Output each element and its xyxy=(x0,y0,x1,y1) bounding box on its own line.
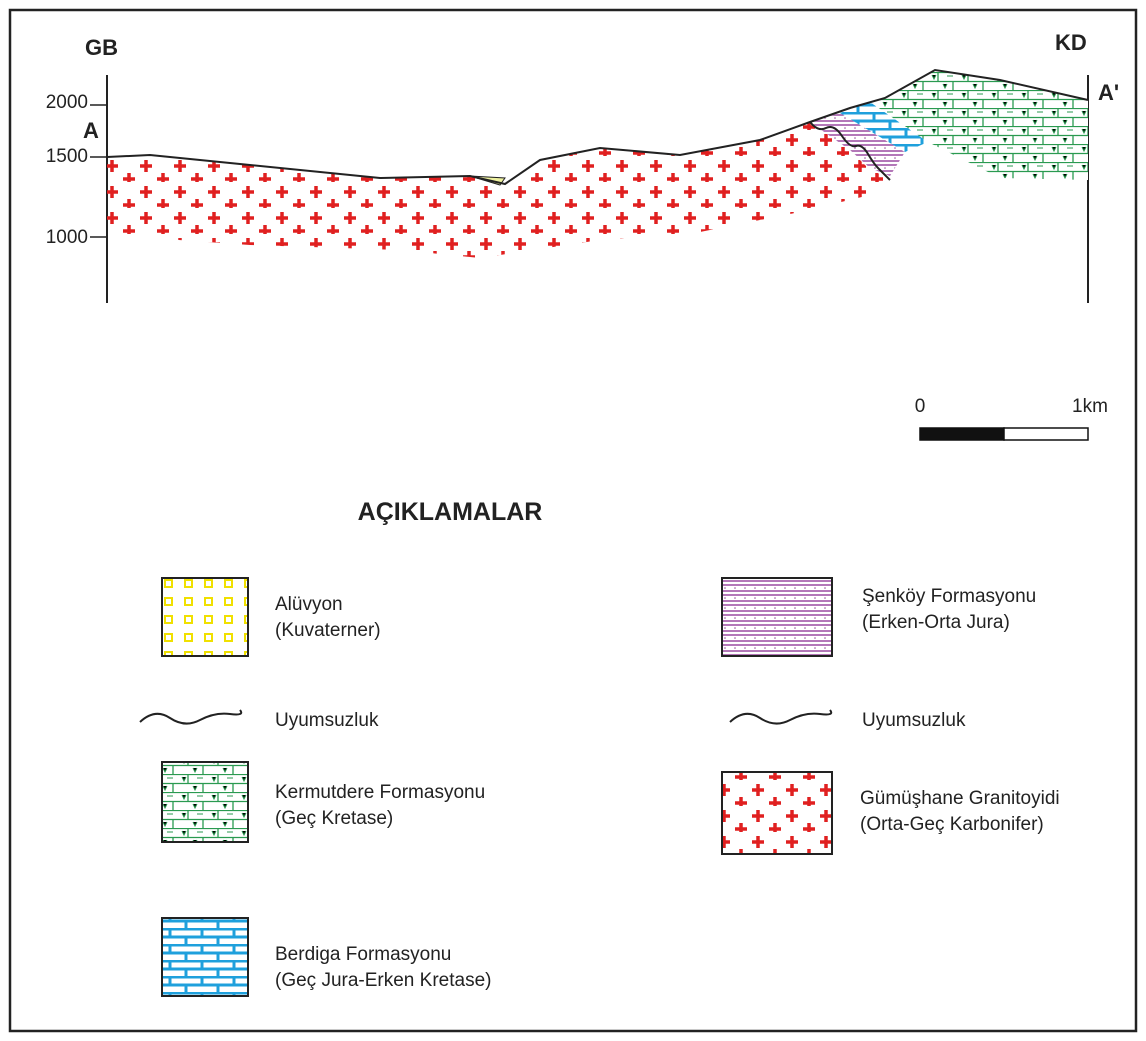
scale-bar xyxy=(1004,428,1088,440)
legend-label: Gümüşhane Granitoyidi xyxy=(860,788,1060,809)
legend-swatch xyxy=(162,918,248,996)
legend-swatch xyxy=(722,578,832,656)
scale-label: 0 xyxy=(915,396,926,417)
legend-swatch xyxy=(162,578,248,656)
legend-swatch xyxy=(730,710,831,724)
legend-swatch xyxy=(162,762,248,842)
legend-swatch xyxy=(722,772,832,854)
legend-title: AÇIKLAMALAR xyxy=(358,498,543,526)
direction-label: KD xyxy=(1055,30,1087,55)
direction-label: GB xyxy=(85,35,118,60)
granite-unit xyxy=(107,122,890,258)
legend-label: Şenköy Formasyonu xyxy=(862,586,1036,607)
elevation-label: 1500 xyxy=(46,146,88,167)
elevation-label: 1000 xyxy=(46,227,88,248)
legend-sublabel: (Geç Jura-Erken Kretase) xyxy=(275,970,491,991)
legend-sublabel: (Kuvaterner) xyxy=(275,620,381,641)
elevation-label: 2000 xyxy=(46,92,88,113)
legend-label: Uyumsuzluk xyxy=(862,710,966,731)
diagram: 2000 1500 1000 GB KD A A' 0 1km AÇIKLAMA… xyxy=(0,0,1146,1041)
scale-bar xyxy=(920,428,1004,440)
legend-label: Kermutdere Formasyonu xyxy=(275,782,485,803)
legend-sublabel: (Geç Kretase) xyxy=(275,808,393,829)
legend-sublabel: (Erken-Orta Jura) xyxy=(862,612,1010,633)
legend-label: Alüvyon xyxy=(275,594,343,615)
legend-swatch xyxy=(140,710,241,724)
section-start: A xyxy=(83,118,99,143)
page: 2000 1500 1000 GB KD A A' 0 1km AÇIKLAMA… xyxy=(0,0,1146,1041)
legend-label: Uyumsuzluk xyxy=(275,710,379,731)
legend-label: Berdiga Formasyonu xyxy=(275,944,451,965)
section-end: A' xyxy=(1098,80,1119,105)
legend-sublabel: (Orta-Geç Karbonifer) xyxy=(860,814,1044,835)
scale-label: 1km xyxy=(1072,396,1108,417)
